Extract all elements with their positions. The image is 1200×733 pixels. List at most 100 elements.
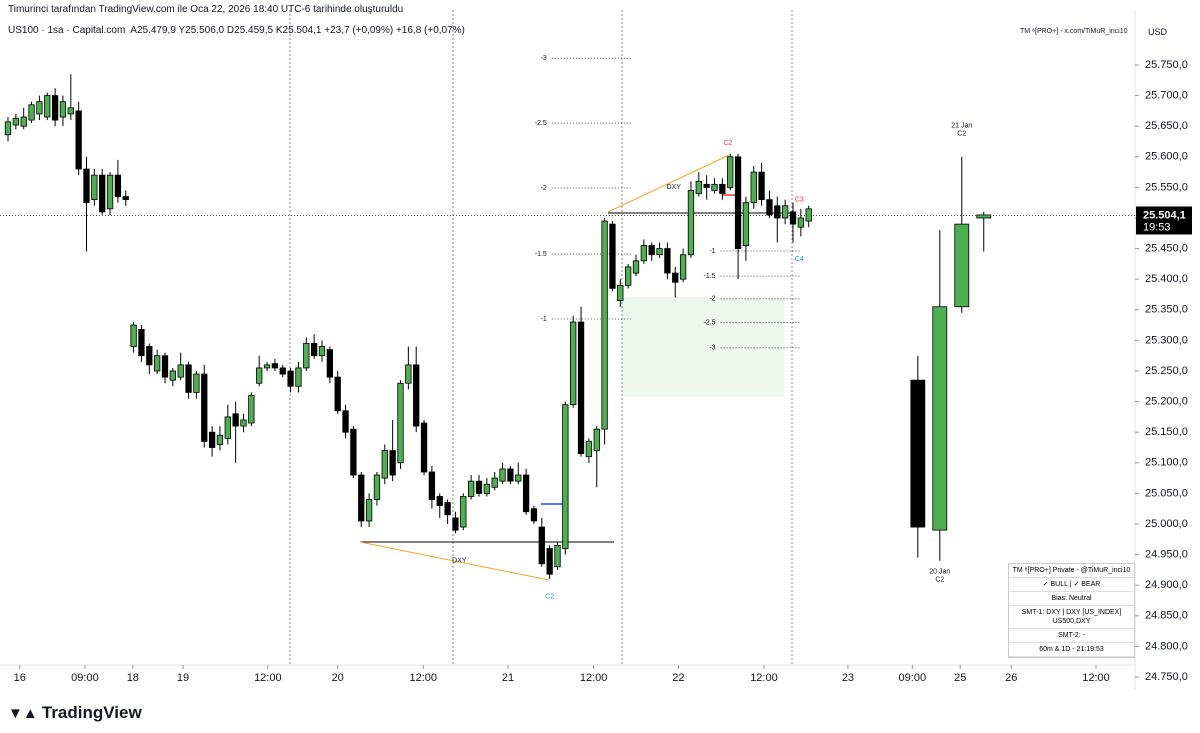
candle-body (742, 202, 750, 246)
y-tick-label: 25.450,0 (1145, 243, 1188, 255)
candle-body (483, 483, 491, 494)
candle-body (389, 450, 396, 476)
y-tick-label: 24.900,0 (1145, 579, 1188, 591)
symbol: US100 · 1sa · Capital.com (8, 25, 126, 36)
candle-body (585, 440, 593, 458)
x-tick-label: 09:00 (71, 672, 99, 684)
y-tick-label: 25.050,0 (1145, 487, 1188, 499)
candle-body (185, 364, 192, 393)
y-tick-label: 25.200,0 (1145, 396, 1188, 408)
y-tick-label: 25.650,0 (1145, 120, 1188, 132)
candle-body (609, 223, 616, 289)
candle-body (436, 496, 443, 507)
candle-body (51, 95, 59, 121)
x-tick-label: 09:00 (899, 672, 927, 684)
x-tick-label: 16 (14, 672, 26, 684)
fib-label: -3 (709, 345, 715, 352)
candle-body (452, 517, 459, 531)
change: +23,7 (+0,09%) (324, 25, 394, 36)
candle-body (114, 174, 122, 197)
candle-body (138, 328, 145, 357)
candle-body (295, 367, 302, 387)
candle-body (672, 272, 679, 283)
credit: Timurinci tarafından TradingView.com ile… (8, 4, 404, 15)
candle-body (36, 101, 43, 115)
currency[interactable]: USD (1148, 27, 1168, 37)
candle-body (413, 364, 420, 427)
candle-body (44, 95, 51, 118)
indicator-label: TM ⁸[PRO+] - x.com/TiMuR_inci10 (1020, 28, 1128, 35)
logo-icon: ▼▲ (8, 705, 42, 722)
candle-body (59, 101, 67, 118)
candle-body (679, 254, 687, 280)
candle-body (106, 174, 114, 210)
candle-body (546, 548, 553, 575)
candle-body (224, 416, 231, 439)
candle-body (130, 324, 137, 347)
candle-body (727, 156, 734, 188)
ohlc-high: Y25.506,0 (178, 25, 225, 36)
logo[interactable]: ▼▲ TradingView (8, 703, 142, 723)
candle-body (334, 376, 341, 412)
candle-body (28, 104, 35, 121)
candle-body (381, 450, 388, 479)
candle-body (719, 183, 726, 194)
x-tick-label: 12:00 (750, 672, 778, 684)
candle-body (350, 428, 357, 476)
candle-body (499, 468, 506, 482)
fib-label: -2.5 (535, 120, 547, 127)
change: +16,8 (+0,07%) (395, 25, 465, 36)
candle-body (256, 367, 263, 384)
candle-body (444, 502, 451, 516)
candle-body (12, 117, 20, 126)
fib-label: -1.5 (535, 251, 547, 258)
candle-body (326, 349, 334, 378)
x-tick-label: 25 (954, 672, 966, 684)
candle-body (169, 370, 177, 381)
candle-body (734, 156, 742, 250)
x-tick-label: 22 (672, 672, 684, 684)
candle-body (146, 346, 153, 366)
candle-body (342, 410, 349, 433)
candle-body (271, 363, 279, 369)
candle-body (420, 422, 428, 473)
candle-body (177, 364, 184, 378)
fib-label: -1 (541, 316, 547, 323)
candle-body (279, 367, 286, 375)
annotation: C2 (545, 594, 554, 601)
y-tick-label: 25.400,0 (1145, 273, 1188, 285)
x-tick-label: 26 (1005, 672, 1017, 684)
candle-body (263, 364, 271, 369)
chart: 25.750,0 25.700,0 25.650,0 25.600,0 25.550,0… (0, 10, 1192, 690)
candle-body (491, 477, 498, 488)
candle-body (91, 174, 98, 201)
table-row: 60m & 1D - 21:19:53 (1009, 643, 1134, 657)
candle-body (648, 245, 655, 256)
candle-body (522, 474, 530, 513)
candle-body (664, 248, 671, 274)
candle-body (358, 474, 365, 522)
candle-body (703, 183, 710, 188)
candle-body (397, 382, 404, 464)
y-tick-label: 25.100,0 (1145, 457, 1188, 469)
annotation: C4 (795, 256, 804, 263)
fib-label: -2 (709, 296, 715, 303)
candle-body (4, 121, 12, 136)
htf-date: 20 Jan (929, 569, 950, 576)
candle-body (428, 471, 436, 500)
candle-body (577, 321, 585, 455)
candle-body (687, 190, 695, 256)
candle-body (318, 346, 326, 357)
candle-body (789, 211, 797, 225)
y-tick-label: 24.750,0 (1145, 671, 1188, 683)
candle-body (782, 205, 789, 219)
candle-body (601, 220, 608, 430)
ohlc-close: K25.504,1 (275, 25, 322, 36)
candle-body (625, 266, 632, 286)
candle-body (570, 321, 577, 406)
y-tick-label: 24.800,0 (1145, 640, 1188, 652)
x-tick-label: 12:00 (1082, 672, 1110, 684)
candle-body (554, 545, 561, 568)
candle-body (216, 434, 224, 445)
